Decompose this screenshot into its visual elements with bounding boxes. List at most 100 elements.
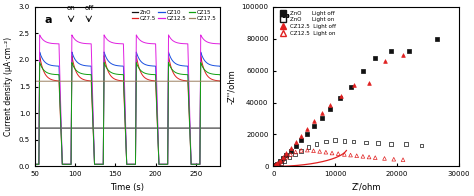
ZnO  Light on [274, 163, 282, 166]
CZ10 [101, 51, 107, 53]
CZ12.5  Light off [327, 103, 334, 106]
CZ12.5  Light off [276, 159, 283, 162]
CZ12.5  Light off [292, 141, 300, 144]
CZ12.5  Light on [287, 153, 294, 156]
CZ12.5  Light off [283, 151, 290, 154]
CZ15 [217, 74, 223, 76]
ZnO  Light on [297, 149, 305, 152]
CZ12.5 [150, 43, 155, 45]
CZ10 [142, 63, 147, 65]
CZ17.5 [99, 80, 105, 82]
Legend: ZnO      Light off, ZnO      Light on, CZ12.5  Light off, CZ12.5  Light on: ZnO Light off, ZnO Light on, CZ12.5 Ligh… [276, 9, 337, 37]
CZ12.5  Light on [347, 153, 355, 157]
CZ12.5  Light on [341, 153, 348, 156]
CZ12.5  Light off [310, 119, 318, 122]
ZnO  Light on [350, 140, 357, 143]
Text: a: a [44, 15, 52, 25]
Y-axis label: -Z''/ohm: -Z''/ohm [227, 69, 236, 104]
CZ12.5  Light on [372, 156, 379, 159]
CZ17.5 [217, 80, 223, 82]
ZnO  Light off [359, 69, 367, 72]
CZ10 [99, 163, 105, 165]
CZ12.5  Light on [273, 163, 281, 166]
CZ7.5 [41, 71, 47, 73]
CZ7.5 [101, 54, 107, 57]
ZnO  Light on [305, 146, 312, 149]
CZ17.5 [150, 80, 155, 82]
CZ12.5 [142, 41, 147, 44]
ZnO  Light off [327, 107, 334, 111]
CZ15 [41, 69, 47, 72]
CZ12.5  Light on [316, 150, 323, 153]
ZnO  Light off [372, 56, 379, 59]
ZnO  Light off [297, 139, 305, 142]
ZnO [41, 127, 47, 129]
CZ15 [142, 72, 147, 74]
Line: CZ15: CZ15 [35, 63, 220, 164]
ZnO  Light off [310, 125, 318, 128]
CZ17.5 [179, 80, 185, 82]
CZ12.5  Light off [381, 59, 388, 63]
CZ12.5  Light off [337, 94, 345, 98]
CZ10 [217, 65, 223, 67]
CZ12.5  Light on [335, 152, 342, 155]
ZnO  Light off [303, 132, 311, 135]
CZ12.5  Light on [399, 158, 407, 161]
CZ7.5 [32, 163, 37, 165]
CZ12.5  Light off [297, 134, 305, 138]
ZnO  Light off [336, 96, 344, 99]
ZnO  Light off [433, 37, 441, 40]
CZ7.5 [99, 163, 105, 165]
ZnO  Light on [374, 142, 382, 145]
CZ17.5 [41, 80, 47, 82]
X-axis label: Z'/ohm: Z'/ohm [351, 183, 381, 192]
CZ7.5 [179, 79, 185, 81]
CZ10 [179, 64, 185, 67]
CZ12.5  Light off [303, 127, 311, 131]
CZ12.5  Light off [273, 162, 281, 165]
ZnO  Light off [287, 149, 294, 152]
ZnO  Light off [273, 162, 281, 165]
CZ12.5  Light on [292, 151, 300, 154]
CZ12.5  Light off [272, 163, 279, 167]
ZnO  Light on [277, 161, 284, 164]
CZ12.5  Light on [303, 149, 311, 152]
CZ12.5  Light off [365, 82, 373, 85]
CZ17.5 [32, 80, 37, 82]
X-axis label: Time (s): Time (s) [110, 183, 145, 192]
CZ12.5  Light on [390, 158, 398, 161]
Line: CZ7.5: CZ7.5 [35, 56, 220, 164]
Line: CZ12.5: CZ12.5 [35, 35, 220, 164]
CZ7.5 [142, 76, 147, 79]
CZ17.5 [169, 80, 175, 82]
ZnO  Light on [387, 142, 394, 146]
ZnO  Light on [281, 159, 288, 162]
ZnO [217, 127, 223, 129]
ZnO  Light off [272, 164, 279, 167]
CZ7.5 [150, 79, 155, 82]
CZ12.5 [32, 163, 37, 165]
CZ15 [179, 73, 185, 75]
CZ10 [41, 60, 47, 62]
CZ12.5  Light on [381, 157, 388, 160]
ZnO [32, 127, 37, 129]
ZnO [169, 127, 175, 129]
ZnO  Light off [292, 144, 300, 147]
ZnO  Light off [283, 153, 290, 156]
Line: CZ10: CZ10 [35, 52, 220, 164]
Y-axis label: Current density (μA·cm⁻²): Current density (μA·cm⁻²) [4, 37, 13, 136]
ZnO  Light on [322, 140, 329, 143]
ZnO  Light on [331, 139, 339, 142]
ZnO  Light on [341, 139, 348, 142]
CZ12.5 [217, 43, 223, 45]
CZ12.5  Light off [399, 53, 407, 56]
ZnO [99, 127, 105, 129]
ZnO  Light off [405, 50, 413, 53]
CZ12.5 [101, 34, 107, 36]
ZnO [150, 127, 155, 129]
CZ12.5  Light on [276, 161, 283, 164]
CZ12.5  Light off [350, 83, 357, 86]
CZ12.5  Light off [279, 156, 286, 159]
CZ12.5  Light on [353, 154, 361, 157]
ZnO  Light on [418, 144, 425, 147]
